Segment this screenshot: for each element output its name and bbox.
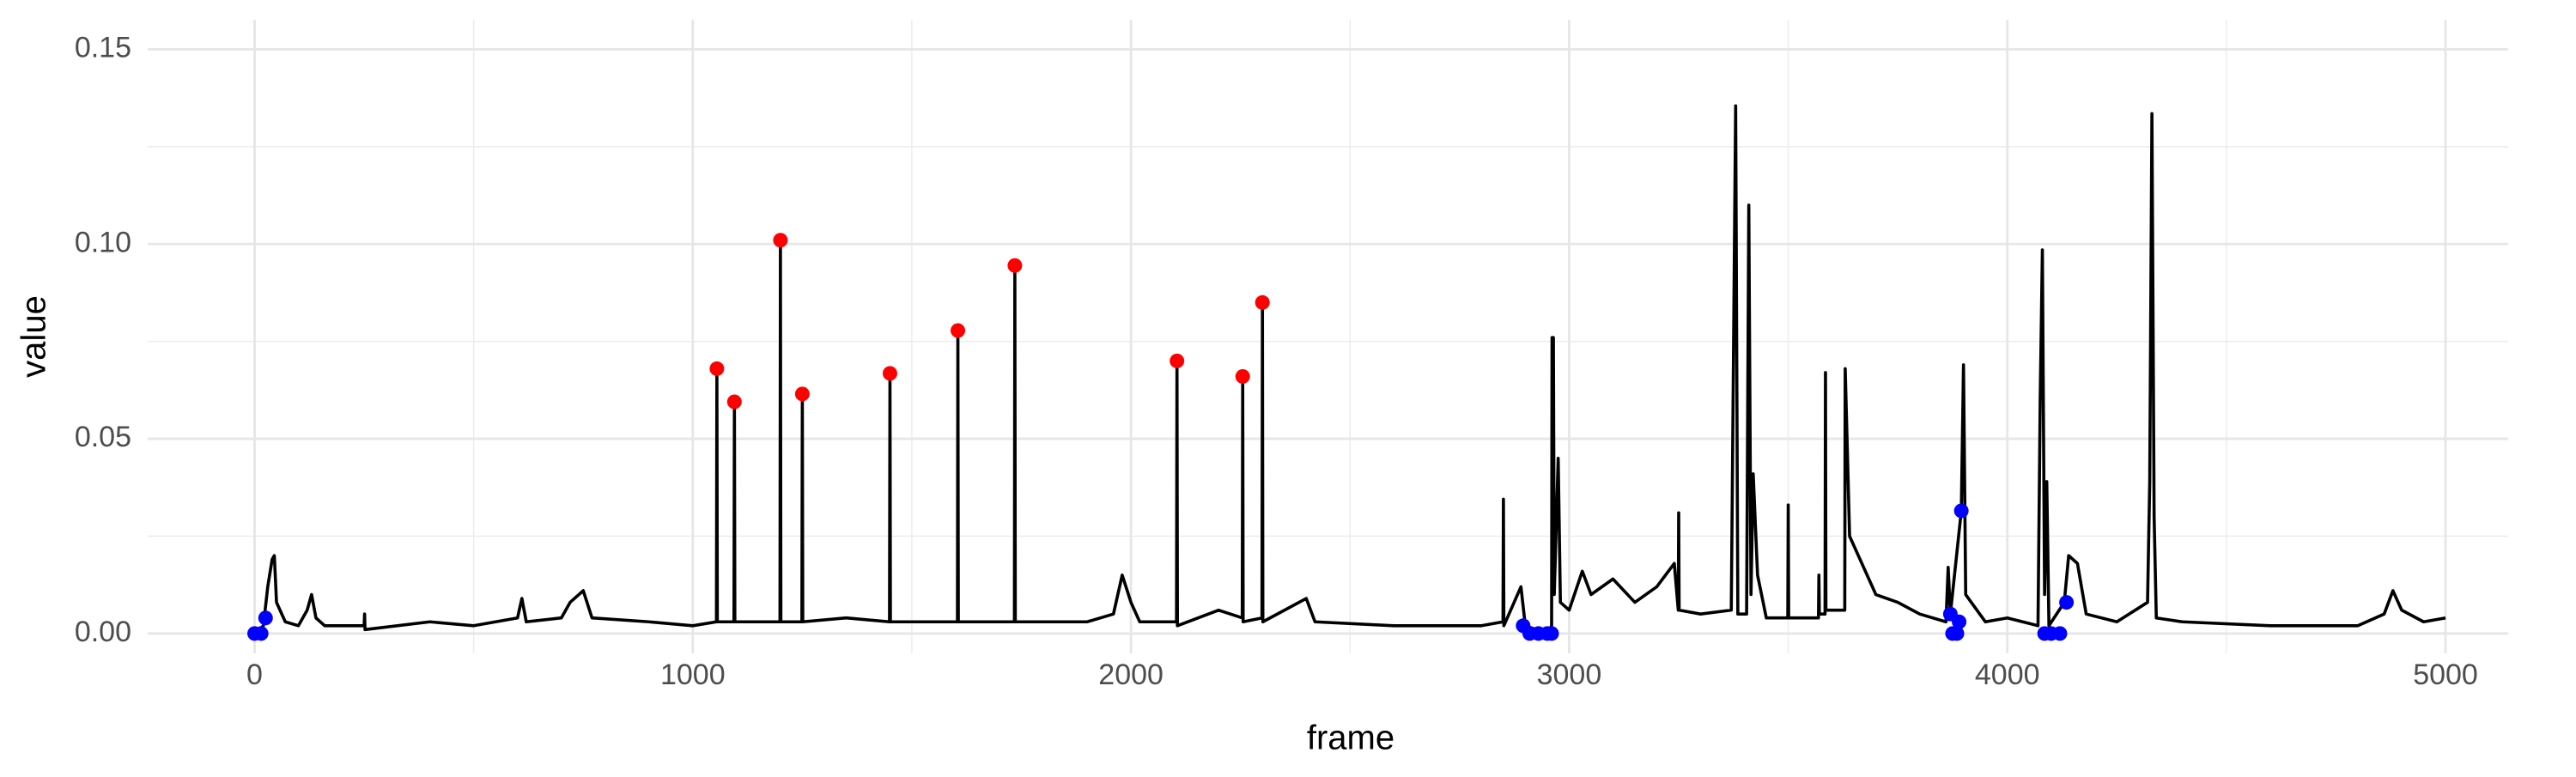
data-point bbox=[2052, 626, 2068, 641]
y-axis-title: value bbox=[15, 295, 53, 378]
marks bbox=[247, 104, 2446, 641]
data-point bbox=[2059, 595, 2075, 610]
data-point bbox=[1949, 626, 1965, 641]
x-tick-label: 0 bbox=[246, 659, 263, 691]
y-tick-label: 0.15 bbox=[75, 31, 131, 64]
data-point bbox=[773, 233, 788, 248]
data-point bbox=[1170, 353, 1185, 368]
x-tick-label: 3000 bbox=[1537, 659, 1602, 691]
data-point bbox=[1544, 626, 1559, 641]
data-point bbox=[882, 366, 897, 381]
data-point bbox=[726, 394, 742, 410]
data-point bbox=[1235, 368, 1250, 384]
data-point bbox=[253, 626, 269, 641]
grid bbox=[148, 20, 2508, 653]
data-point bbox=[1953, 503, 1969, 519]
x-tick-label: 2000 bbox=[1098, 659, 1163, 691]
x-axis-title: frame bbox=[1307, 719, 1394, 757]
x-tick-label: 1000 bbox=[660, 659, 726, 691]
data-point bbox=[1255, 294, 1270, 310]
y-tick-label: 0.10 bbox=[75, 226, 131, 258]
labels: 0.00 0.05 0.10 0.15 0 1000 2000 3000 4000 5000 bbox=[75, 31, 2478, 691]
data-point bbox=[794, 386, 810, 402]
data-point bbox=[951, 323, 966, 338]
data-point bbox=[1952, 614, 1967, 629]
x-tick-label: 4000 bbox=[1975, 659, 2040, 691]
data-point bbox=[1007, 258, 1023, 273]
y-tick-label: 0.00 bbox=[75, 616, 131, 648]
x-tick-label: 5000 bbox=[2413, 659, 2478, 691]
data-point bbox=[258, 610, 273, 626]
data-line bbox=[253, 104, 2446, 635]
data-point bbox=[709, 361, 725, 376]
y-tick-label: 0.05 bbox=[75, 421, 131, 453]
